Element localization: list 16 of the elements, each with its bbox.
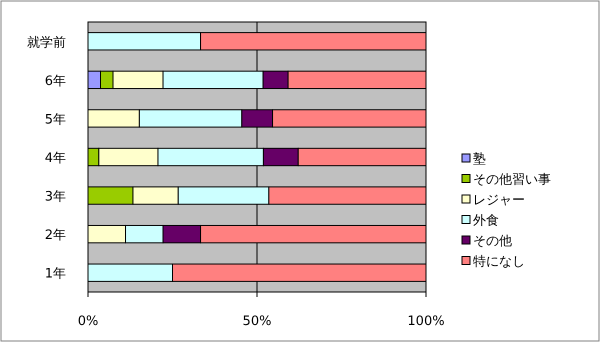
legend-label: その他 [473,234,512,249]
x-tick-label: 50% [242,314,272,329]
y-tick-label: 4年 [44,151,66,166]
y-tick-label: 3年 [44,190,66,205]
y-tick-label: 2年 [44,228,66,244]
y-tick-label: 1年 [44,266,66,282]
legend-label: 外食 [473,214,499,228]
x-tick-label: 0% [78,314,98,329]
legend-label: その他習い事 [473,172,551,188]
y-tick-label: 6年 [44,74,66,89]
legend-label: 塾 [473,152,486,167]
legend-label: 特になし [473,254,525,270]
y-tick-label: 5年 [44,112,66,128]
y-tick-label: 就学前 [27,35,66,50]
x-tick-label: 100% [407,314,445,329]
legend-label: レジャー [473,193,525,208]
